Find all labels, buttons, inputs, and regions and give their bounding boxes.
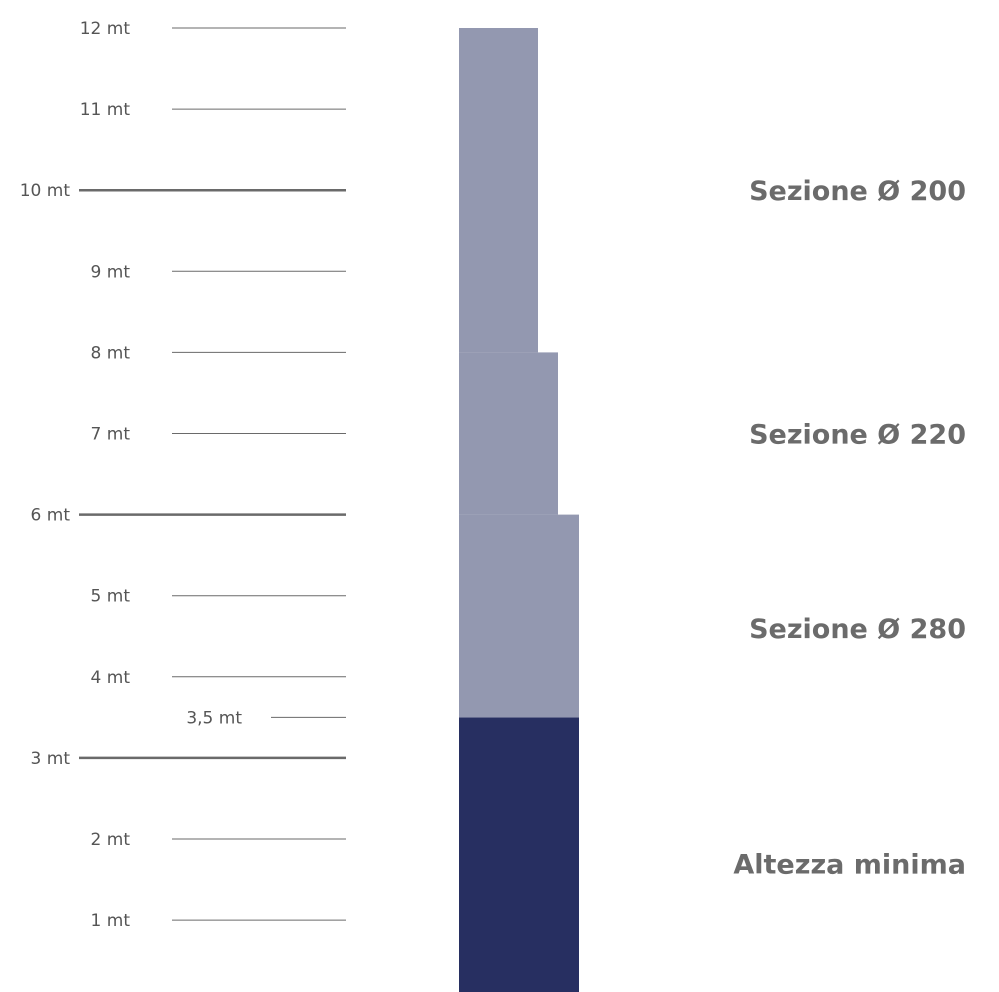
scale-label: 9 mt	[91, 262, 131, 282]
scale-label: 7 mt	[91, 425, 131, 445]
height-scale: 12 mt 11 mt 10 mt 9 mt 8 mt 7 mt 6 mt 5 mt 4 mt 3…	[20, 19, 346, 931]
scale-label: 5 mt	[91, 587, 131, 607]
scale-label: 12 mt	[80, 19, 131, 39]
scale-label: 6 mt	[31, 506, 71, 526]
pole-segment	[459, 717, 579, 992]
pole-segment	[459, 514, 579, 718]
scale-label: 4 mt	[91, 668, 131, 688]
section-label: Altezza minima	[733, 849, 966, 880]
section-label: Sezione Ø 280	[749, 614, 966, 645]
pole-segment	[459, 352, 558, 515]
scale-label: 8 mt	[91, 343, 131, 363]
pole-segment	[459, 28, 538, 353]
section-labels: Sezione Ø 200 Sezione Ø 220 Sezione Ø 280 A…	[733, 176, 966, 880]
scale-label: 3,5 mt	[186, 708, 242, 728]
section-label: Sezione Ø 220	[749, 420, 966, 451]
scale-label: 11 mt	[80, 100, 131, 120]
scale-label: 2 mt	[91, 830, 131, 850]
section-label: Sezione Ø 200	[749, 176, 966, 207]
scale-label: 3 mt	[31, 749, 71, 769]
pole	[459, 28, 579, 992]
scale-label: 10 mt	[20, 181, 71, 201]
scale-label: 1 mt	[91, 911, 131, 931]
